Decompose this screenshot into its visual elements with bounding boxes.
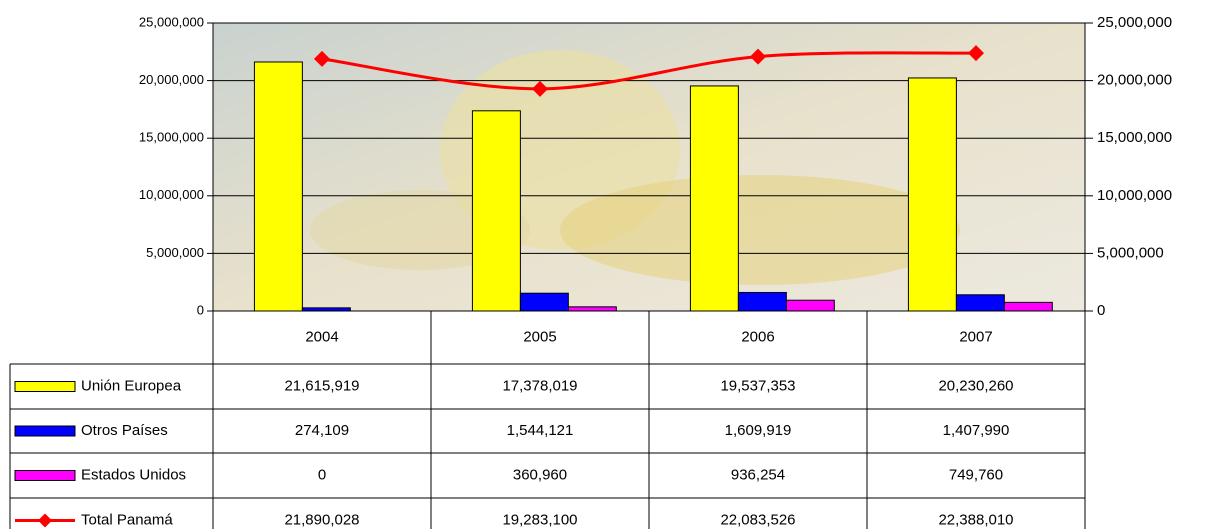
bar: [472, 111, 520, 311]
bar: [302, 308, 350, 311]
y2-tick-label: 25,000,000: [1097, 14, 1172, 31]
y2-tick-label: 10,000,000: [1097, 187, 1172, 204]
table-cell: 274,109: [295, 422, 349, 439]
legend-label: Otros Países: [81, 422, 168, 439]
legend-swatch: [15, 426, 75, 436]
bar: [786, 300, 834, 311]
table-cell: 19,283,100: [502, 511, 577, 528]
y-tick-label: 0: [197, 302, 204, 317]
bar: [254, 62, 302, 311]
y2-tick-label: 5,000,000: [1097, 244, 1164, 261]
table-cell: 22,388,010: [938, 511, 1013, 528]
legend-marker: [38, 514, 52, 528]
y-tick-label: 15,000,000: [139, 130, 204, 145]
bar: [908, 78, 956, 311]
legend-label: Estados Unidos: [81, 466, 186, 483]
bar: [956, 295, 1004, 311]
legend-label: Unión Europea: [81, 377, 182, 394]
bar: [568, 307, 616, 311]
legend-swatch: [15, 471, 75, 481]
x-tick-label: 2005: [523, 328, 556, 345]
table-cell: 1,544,121: [507, 422, 574, 439]
table-cell: 21,890,028: [284, 511, 359, 528]
x-tick-label: 2006: [741, 328, 774, 345]
page: 0 5,000,000 10,000,000 15,000,000 20,000,000…: [0, 0, 1210, 529]
table-cell: 936,254: [731, 466, 785, 483]
chart: 0 5,000,000 10,000,000 15,000,000 20,000,000…: [0, 0, 1210, 529]
y2-tick-label: 15,000,000: [1097, 129, 1172, 146]
bar: [738, 292, 786, 311]
table-cell: 360,960: [513, 466, 567, 483]
bar: [690, 86, 738, 311]
table-cell: 17,378,019: [502, 377, 577, 394]
background-decoration: [560, 175, 960, 285]
table-cell: 1,609,919: [725, 422, 792, 439]
table-cell: 1,407,990: [943, 422, 1010, 439]
table-cell: 19,537,353: [720, 377, 795, 394]
y2-tick-label: 0: [1097, 302, 1105, 319]
bar: [520, 293, 568, 311]
table-cell: 0: [318, 466, 326, 483]
table-cell: 22,083,526: [720, 511, 795, 528]
y-tick-label: 5,000,000: [146, 245, 204, 260]
x-tick-label: 2004: [305, 328, 338, 345]
table-cell: 749,760: [949, 466, 1003, 483]
table-cell: 20,230,260: [938, 377, 1013, 394]
legend-swatch: [15, 382, 75, 392]
table-cell: 21,615,919: [284, 377, 359, 394]
y-tick-label: 20,000,000: [139, 72, 204, 87]
bar: [1004, 302, 1052, 311]
y2-tick-label: 20,000,000: [1097, 72, 1172, 89]
y-tick-label: 10,000,000: [139, 187, 204, 202]
y-tick-label: 25,000,000: [139, 14, 204, 29]
x-tick-label: 2007: [959, 328, 992, 345]
legend-label: Total Panamá: [81, 511, 173, 528]
